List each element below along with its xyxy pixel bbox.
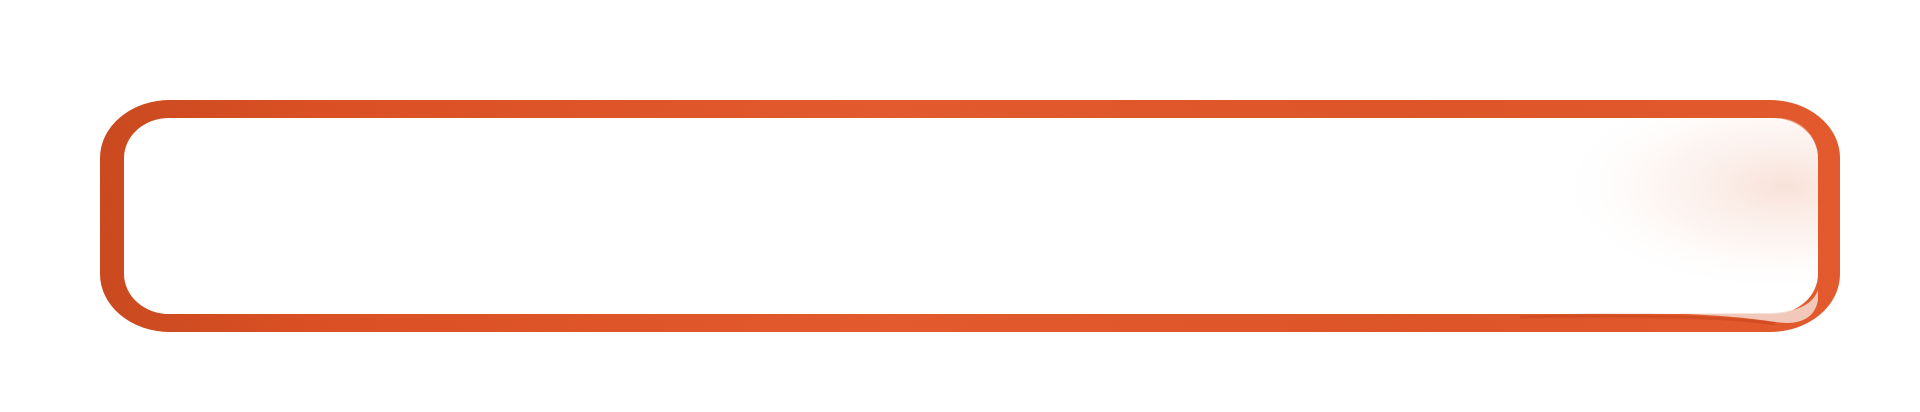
curled-corner-edge — [1519, 314, 1776, 326]
curled-corner — [1560, 290, 1818, 324]
frame-inner — [124, 118, 1818, 314]
corner-wash — [1400, 118, 1818, 314]
